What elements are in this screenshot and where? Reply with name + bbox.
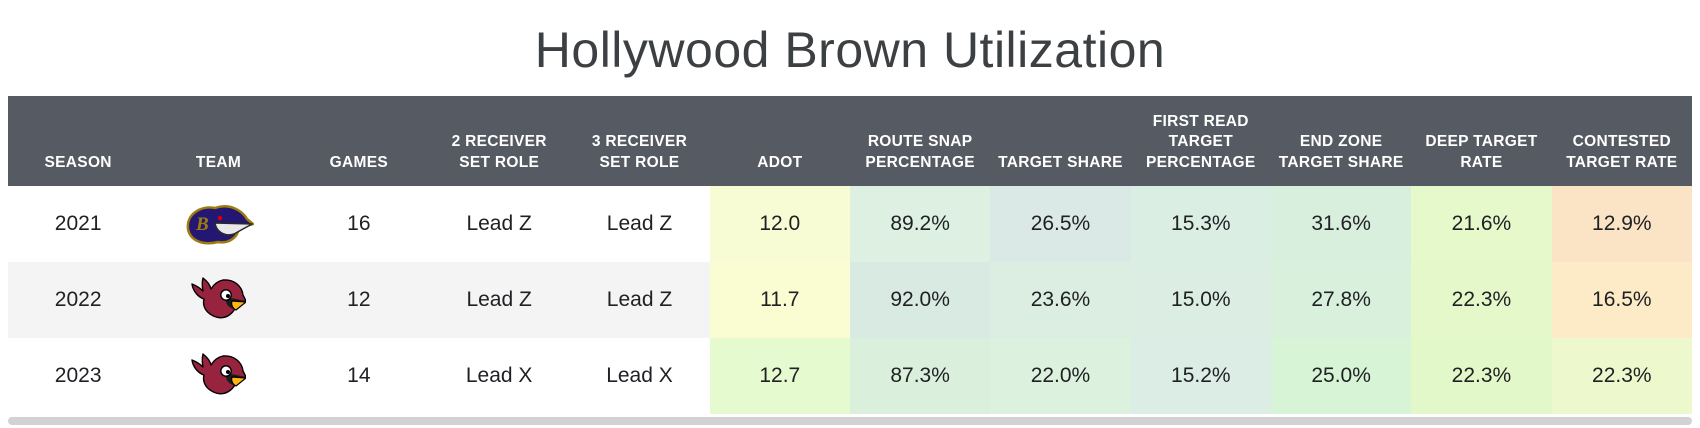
table-row: 2023 14 Lead X Lead X 12.7 87.3% 22.0% 15.2% 25.… xyxy=(8,338,1692,414)
two-receiver-set-role-cell: Lead X xyxy=(465,364,533,387)
end-zone-target-share-cell: 27.8% xyxy=(1270,262,1412,338)
column-header-first-read-target-percentage: FIRST READ TARGET PERCENTAGE xyxy=(1130,96,1271,186)
column-header-end-zone-target-share: END ZONE TARGET SHARE xyxy=(1270,96,1412,186)
three-receiver-set-role-cell: Lead Z xyxy=(606,212,673,235)
adot-cell: 12.0 xyxy=(709,186,850,262)
column-header-team: TEAM xyxy=(148,96,289,186)
route-snap-percentage-cell: 87.3% xyxy=(849,338,991,414)
column-header-season: SEASON xyxy=(8,96,149,186)
column-header-games: GAMES xyxy=(288,96,429,186)
column-header-target-share: TARGET SHARE xyxy=(990,96,1131,186)
season-cell: 2021 xyxy=(54,212,102,235)
table-row: 2022 12 Lead Z Lead Z 11.7 92.0% 23.6% 15.0% 27.… xyxy=(8,262,1692,338)
target-share-cell: 26.5% xyxy=(990,186,1131,262)
contested-target-rate-cell: 22.3% xyxy=(1551,338,1692,414)
cardinals-logo xyxy=(190,353,248,399)
column-header-contested-target-rate: CONTESTED TARGET RATE xyxy=(1551,96,1692,186)
team-cell xyxy=(148,262,288,338)
season-cell: 2022 xyxy=(54,288,102,311)
header-row: SEASON TEAM GAMES 2 RECEIVER SET ROLE 3 RECE… xyxy=(8,96,1692,186)
adot-cell: 12.7 xyxy=(709,338,850,414)
page: Hollywood Brown Utilization SEASON TEAM GA… xyxy=(0,10,1700,428)
deep-target-rate-cell: 21.6% xyxy=(1411,186,1552,262)
team-cell: B xyxy=(148,186,288,262)
team-cell xyxy=(148,338,288,414)
horizontal-scrollbar[interactable] xyxy=(8,417,1692,425)
route-snap-percentage-cell: 89.2% xyxy=(849,186,991,262)
svg-text:B: B xyxy=(195,214,209,235)
table-body: 2021 B 16 Lead Z Lead Z 12.0 89.2% 26.5% 15.3% 31… xyxy=(8,186,1692,414)
column-header-deep-target-rate: DEEP TARGET RATE xyxy=(1411,96,1552,186)
target-share-cell: 22.0% xyxy=(990,338,1131,414)
table-header: SEASON TEAM GAMES 2 RECEIVER SET ROLE 3 RECE… xyxy=(8,96,1692,186)
two-receiver-set-role-cell: Lead Z xyxy=(466,288,532,311)
first-read-target-percentage-cell: 15.3% xyxy=(1130,186,1271,262)
cardinals-logo xyxy=(190,277,248,323)
column-header-route-snap-percentage: ROUTE SNAP PERCENTAGE xyxy=(849,96,991,186)
games-cell: 12 xyxy=(347,288,371,311)
adot-cell: 11.7 xyxy=(709,262,850,338)
games-cell: 14 xyxy=(347,364,371,387)
contested-target-rate-cell: 12.9% xyxy=(1551,186,1692,262)
two-receiver-set-role-cell: Lead Z xyxy=(466,212,532,235)
first-read-target-percentage-cell: 15.2% xyxy=(1130,338,1271,414)
column-header-two-receiver-set-role: 2 RECEIVER SET ROLE xyxy=(428,96,570,186)
contested-target-rate-cell: 16.5% xyxy=(1551,262,1692,338)
table-row: 2021 B 16 Lead Z Lead Z 12.0 89.2% 26.5% 15.3% 31… xyxy=(8,186,1692,262)
route-snap-percentage-cell: 92.0% xyxy=(849,262,991,338)
column-header-three-receiver-set-role: 3 RECEIVER SET ROLE xyxy=(569,96,710,186)
end-zone-target-share-cell: 25.0% xyxy=(1270,338,1412,414)
first-read-target-percentage-cell: 15.0% xyxy=(1130,262,1271,338)
ravens-logo: B xyxy=(182,201,255,247)
deep-target-rate-cell: 22.3% xyxy=(1411,262,1552,338)
target-share-cell: 23.6% xyxy=(990,262,1131,338)
three-receiver-set-role-cell: Lead Z xyxy=(606,288,673,311)
season-cell: 2023 xyxy=(54,364,102,387)
deep-target-rate-cell: 22.3% xyxy=(1411,338,1552,414)
games-cell: 16 xyxy=(347,212,371,235)
three-receiver-set-role-cell: Lead X xyxy=(606,364,673,387)
page-title: Hollywood Brown Utilization xyxy=(534,22,1166,78)
end-zone-target-share-cell: 31.6% xyxy=(1270,186,1412,262)
utilization-table: SEASON TEAM GAMES 2 RECEIVER SET ROLE 3 RECE… xyxy=(8,96,1692,414)
column-header-adot: ADOT xyxy=(709,96,850,186)
